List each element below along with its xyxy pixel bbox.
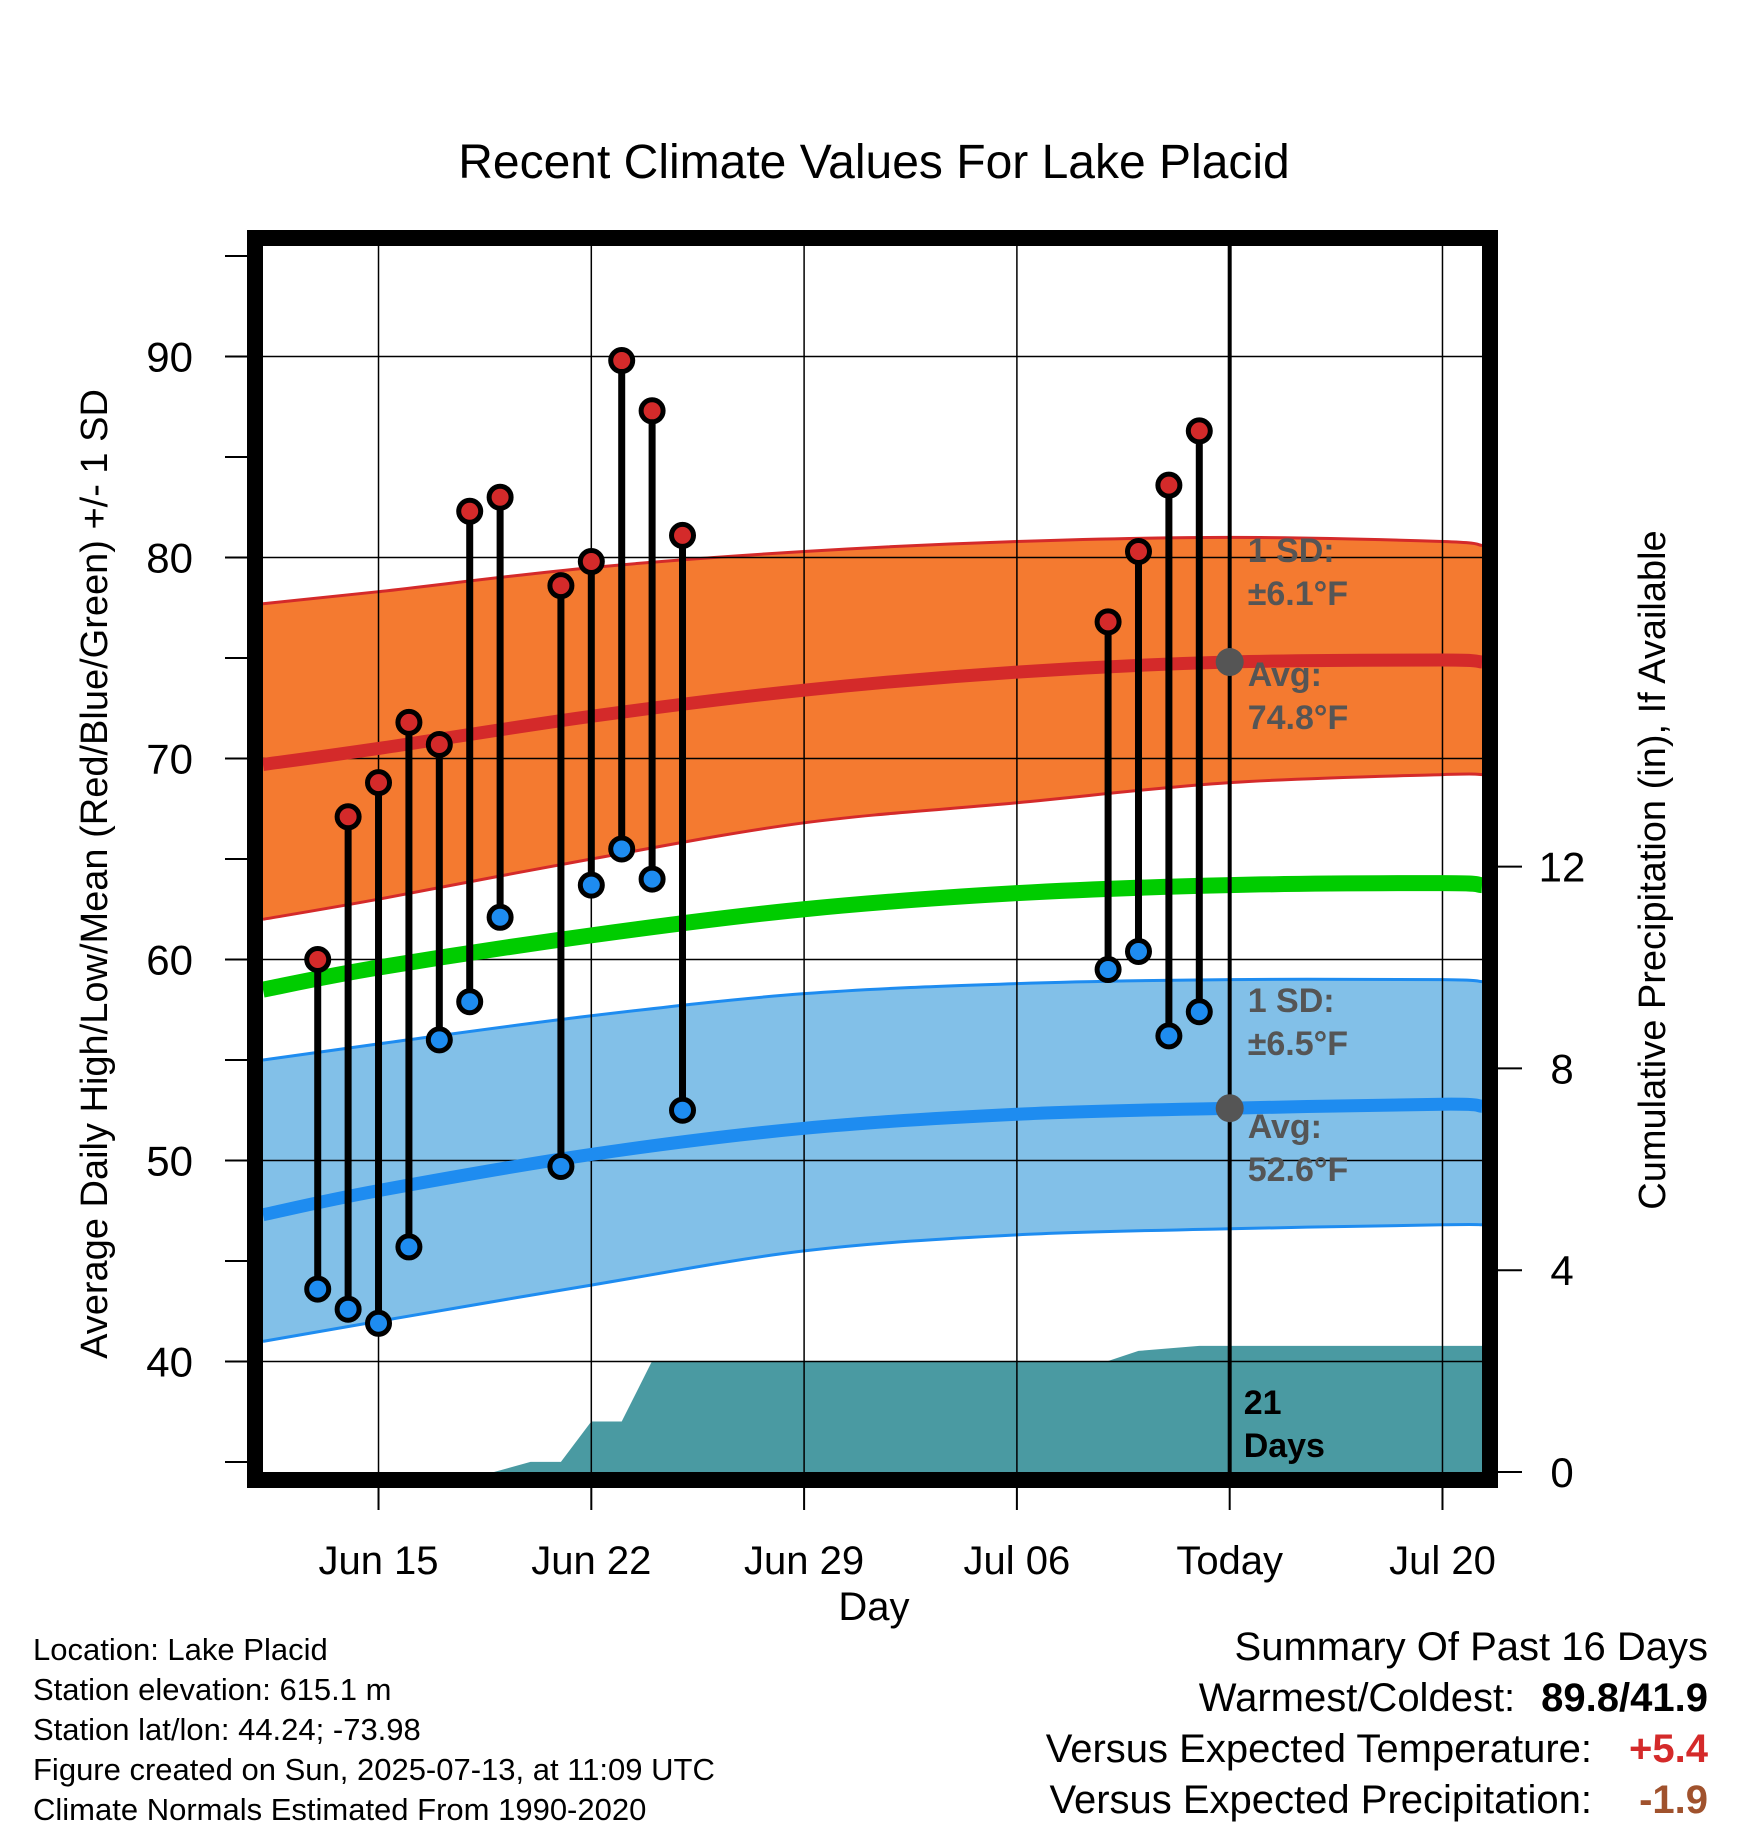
precip-vs-expected-value: -1.9 — [1639, 1778, 1708, 1822]
daily-low-point — [1185, 998, 1213, 1026]
today-high-avg-marker — [1215, 648, 1244, 677]
daily-low-point — [304, 1275, 332, 1303]
daily-high-point — [608, 347, 636, 375]
daily-high-point — [1155, 471, 1183, 499]
low-avg-value: 52.6°F — [1248, 1151, 1349, 1189]
x-tick-label: Today — [1176, 1539, 1283, 1583]
daily-low-point — [425, 1026, 453, 1054]
y-right-tick-label: 0 — [1550, 1449, 1573, 1496]
daily-high-point — [456, 497, 484, 525]
high-sd-value: ±6.1°F — [1248, 575, 1348, 613]
daily-low-point — [334, 1295, 362, 1323]
x-tick-label: Jul 06 — [964, 1539, 1071, 1583]
location-text: Location: Lake Placid — [33, 1632, 328, 1667]
daily-high-point — [1094, 608, 1122, 636]
summary-heading: Summary Of Past 16 Days — [1234, 1625, 1708, 1669]
x-tick-label: Jun 15 — [318, 1539, 438, 1583]
days-word-label: Days — [1244, 1427, 1325, 1465]
axis-text: 40 50 60 70 80 90 0 4 8 12 Jun 15 Jun 22 Jun 29 Jul 0… — [74, 334, 1674, 1583]
daily-low-point — [365, 1309, 393, 1337]
daily-bars — [304, 347, 1213, 1337]
normals-text: Climate Normals Estimated From 1990-2020 — [33, 1792, 647, 1827]
y-left-tick-label: 60 — [146, 936, 193, 983]
warm-cold-value: 89.8/41.9 — [1541, 1676, 1708, 1720]
summary-temp: Versus Expected Temperature: +5.4 — [1046, 1724, 1708, 1775]
today-low-avg-marker — [1215, 1094, 1244, 1123]
daily-high-point — [669, 521, 697, 549]
created-text: Figure created on Sun, 2025-07-13, at 11… — [33, 1752, 715, 1787]
x-tick-label: Jun 29 — [744, 1539, 864, 1583]
low-avg-label: Avg: — [1248, 1108, 1322, 1146]
chart-title: Recent Climate Values For Lake Placid — [458, 136, 1290, 189]
y-right-tick-label: 8 — [1550, 1045, 1573, 1092]
daily-high-point — [638, 397, 666, 425]
low-sd-value: ±6.5°F — [1248, 1025, 1348, 1063]
daily-low-point — [547, 1153, 575, 1181]
daily-low-point — [1124, 937, 1152, 965]
normal-low-line — [261, 1097, 1483, 1222]
normal-mean-line — [261, 875, 1483, 998]
daily-high-point — [304, 945, 332, 973]
daily-low-point — [395, 1233, 423, 1261]
y-left-tick-label: 40 — [146, 1338, 193, 1385]
today-line — [1215, 246, 1244, 1472]
low-sd-label: 1 SD: — [1248, 982, 1335, 1020]
y-right-tick-label: 12 — [1539, 844, 1586, 891]
daily-high-point — [334, 803, 362, 831]
y-left-axis-label: Average Daily High/Low/Mean (Red/Blue/Gr… — [74, 389, 116, 1359]
y-right-tick-label: 4 — [1550, 1247, 1573, 1294]
summary-precip: Versus Expected Precipitation: -1.9 — [1046, 1775, 1708, 1826]
daily-high-point — [395, 708, 423, 736]
plot-frame — [225, 230, 1522, 1510]
station-info: Location: Lake Placid Station elevation:… — [33, 1630, 715, 1830]
daily-high-point — [1124, 537, 1152, 565]
daily-high-point — [577, 548, 605, 576]
daily-low-point — [638, 865, 666, 893]
x-tick-label: Jun 22 — [531, 1539, 651, 1583]
elevation-text: Station elevation: 615.1 m — [33, 1672, 392, 1707]
summary-warm-cold: Warmest/Coldest: 89.8/41.9 — [1046, 1673, 1708, 1724]
days-count-label: 21 — [1244, 1384, 1282, 1422]
warm-cold-label: Warmest/Coldest: — [1198, 1676, 1516, 1720]
temp-vs-expected-label: Versus Expected Temperature: — [1045, 1727, 1592, 1771]
high-avg-label: Avg: — [1248, 656, 1322, 694]
plot-border — [247, 230, 1498, 1488]
high-avg-value: 74.8°F — [1248, 699, 1349, 737]
high-sd-upper-edge — [262, 535, 1483, 606]
high-sd-band — [263, 537, 1482, 920]
daily-low-point — [1155, 1022, 1183, 1050]
daily-low-point — [456, 988, 484, 1016]
daily-high-point — [425, 730, 453, 758]
daily-high-point — [1185, 417, 1213, 445]
x-tick-label: Jul 20 — [1389, 1539, 1496, 1583]
summary-panel: Summary Of Past 16 Days Warmest/Coldest:… — [1046, 1622, 1708, 1826]
cumulative-precip-area — [263, 1345, 1482, 1472]
daily-low-point — [1094, 956, 1122, 984]
y-left-tick-label: 90 — [146, 334, 193, 381]
precip-vs-expected-label: Versus Expected Precipitation: — [1049, 1778, 1592, 1822]
daily-low-point — [577, 871, 605, 899]
low-sd-lower-edge — [262, 1222, 1483, 1343]
high-sd-lower-edge — [262, 772, 1483, 921]
y-right-axis-label: Cumulative Precipitation (in), If Availa… — [1632, 530, 1674, 1209]
high-sd-label: 1 SD: — [1248, 532, 1335, 570]
daily-high-point — [547, 572, 575, 600]
temp-vs-expected-value: +5.4 — [1629, 1727, 1708, 1771]
y-left-tick-label: 50 — [146, 1137, 193, 1184]
y-left-tick-label: 80 — [146, 535, 193, 582]
latlon-text: Station lat/lon: 44.24; -73.98 — [33, 1712, 421, 1747]
daily-low-point — [608, 835, 636, 863]
daily-low-point — [486, 903, 514, 931]
daily-high-point — [486, 483, 514, 511]
daily-high-point — [365, 769, 393, 797]
daily-low-point — [669, 1096, 697, 1124]
precip-area — [263, 1345, 1482, 1472]
x-axis-label: Day — [838, 1585, 910, 1629]
y-left-tick-label: 70 — [146, 736, 193, 783]
